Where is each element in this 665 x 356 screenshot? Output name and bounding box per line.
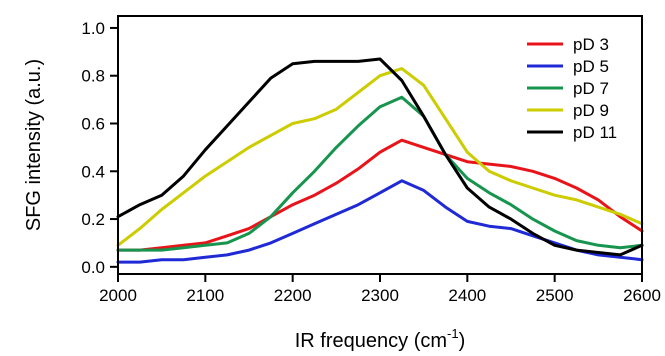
- x-axis-ticks: 2000 2100 2200 2300 2400 2500 2600: [99, 274, 661, 305]
- x-axis-title-main: IR frequency (cm: [295, 330, 447, 352]
- y-tick-label: 0.2: [81, 210, 105, 229]
- x-tick-label: 2200: [274, 286, 312, 305]
- series-line-4: [116, 67, 644, 247]
- y-axis-ticks: 0.0 0.2 0.4 0.6 0.8 1.0: [81, 19, 118, 277]
- legend-label-1: pD 3: [573, 35, 609, 54]
- x-tick-label: 2300: [361, 286, 399, 305]
- x-tick-label: 2600: [623, 286, 661, 305]
- y-axis-title: SFG intensity (a.u.): [23, 59, 45, 231]
- legend-label-2: pD 5: [573, 57, 609, 76]
- x-axis-title-close: ): [459, 330, 466, 352]
- y-tick-label: 1.0: [81, 19, 105, 38]
- y-tick-label: 0.4: [81, 162, 105, 181]
- series-line-5: [116, 57, 644, 257]
- x-tick-label: 2100: [186, 286, 224, 305]
- x-tick-label: 2400: [448, 286, 486, 305]
- x-tick-label: 2000: [99, 286, 137, 305]
- legend-label-4: pD 9: [573, 101, 609, 120]
- y-tick-label: 0.6: [81, 115, 105, 134]
- x-tick-label: 2500: [536, 286, 574, 305]
- series-line-3: [116, 95, 644, 252]
- y-tick-label: 0.8: [81, 67, 105, 86]
- series-line-2: [116, 179, 644, 264]
- x-axis-title-superscript: -1: [447, 326, 459, 341]
- y-tick-label: 0.0: [81, 258, 105, 277]
- legend-label-5: pD 11: [573, 123, 617, 142]
- plot-lines: [116, 57, 644, 264]
- legend: pD 3 pD 5 pD 7 pD 9 pD 11: [527, 35, 617, 142]
- x-axis-title: IR frequency (cm-1): [295, 326, 466, 352]
- series-line-1: [116, 138, 644, 252]
- legend-label-3: pD 7: [573, 79, 609, 98]
